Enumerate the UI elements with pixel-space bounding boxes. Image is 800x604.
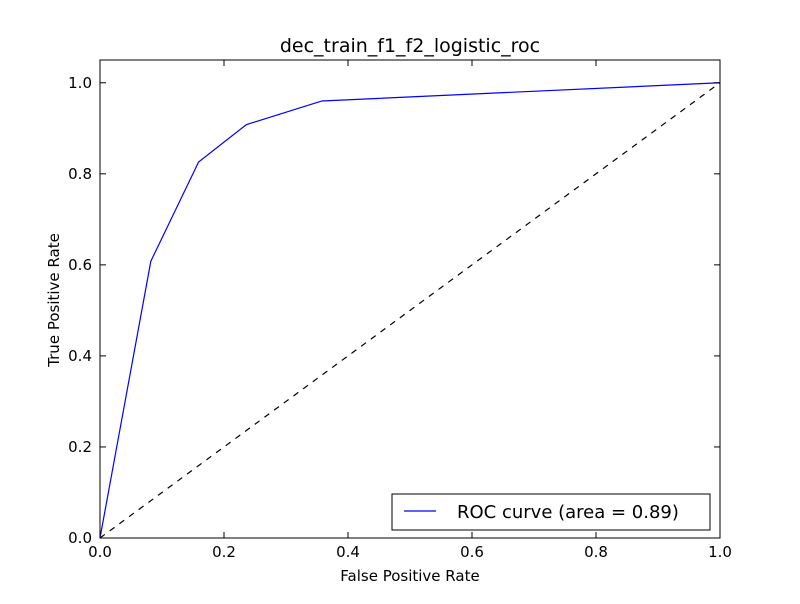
- legend-frame: [391, 493, 711, 531]
- plot-frame: [99, 59, 721, 539]
- legend: ROC curve (area = 0.89): [391, 493, 711, 531]
- y-tick-label: 0.8: [68, 165, 92, 183]
- y-tick-label: 0.4: [68, 347, 92, 365]
- chance-diagonal-line: [99, 82, 721, 539]
- roc-curve-line: [99, 82, 721, 539]
- plot-area: 0.0 0.2 0.4 0.6 0.8 1.0 0.0 0.2 0.4 0.6 0.8 1.0: [68, 59, 732, 561]
- chart-title: dec_train_f1_f2_logistic_roc: [280, 35, 540, 57]
- x-tick-label: 0.0: [88, 543, 112, 561]
- y-tick-label: 0.2: [68, 438, 92, 456]
- x-tick-label: 0.2: [212, 543, 236, 561]
- x-tick-label: 0.4: [336, 543, 360, 561]
- x-tick-label: 0.6: [460, 543, 484, 561]
- legend-label-roc: ROC curve (area = 0.89): [457, 502, 679, 523]
- y-axis-label: True Positive Rate: [45, 233, 63, 368]
- y-tick-label: 1.0: [68, 74, 92, 92]
- y-tick-label: 0.0: [68, 529, 92, 547]
- x-axis-label: False Positive Rate: [340, 567, 479, 585]
- y-tick-label: 0.6: [68, 256, 92, 274]
- x-tick-label: 1.0: [708, 543, 732, 561]
- x-tick-label: 0.8: [584, 543, 608, 561]
